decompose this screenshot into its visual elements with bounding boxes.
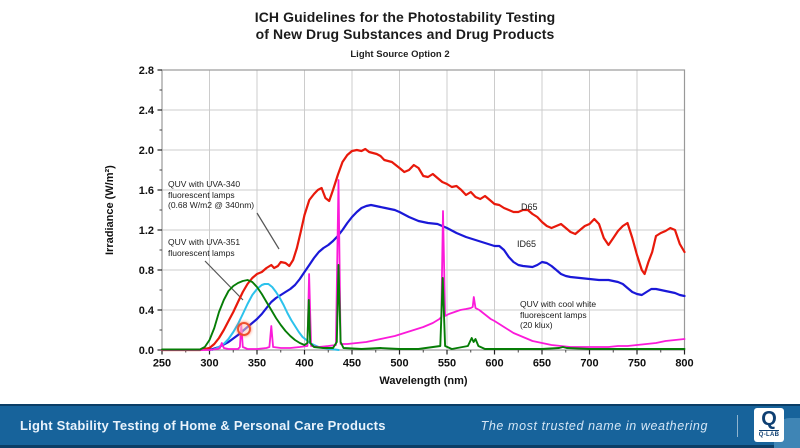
svg-text:1.6: 1.6	[139, 185, 154, 197]
svg-text:700: 700	[580, 358, 598, 370]
svg-text:400: 400	[295, 358, 313, 370]
svg-text:1.2: 1.2	[139, 225, 154, 237]
qlab-logo: Q Q-LAB	[754, 408, 784, 442]
svg-text:0.4: 0.4	[139, 305, 155, 317]
svg-text:250: 250	[153, 358, 171, 370]
title-line-1: ICH Guidelines for the Photostability Te…	[254, 9, 556, 25]
svg-text:350: 350	[248, 358, 266, 370]
svg-text:750: 750	[628, 358, 646, 370]
svg-text:2.8: 2.8	[139, 65, 154, 77]
svg-text:2.4: 2.4	[139, 105, 155, 117]
svg-text:450: 450	[343, 358, 361, 370]
footer-divider	[737, 415, 738, 437]
qlab-logo-text: Q-LAB	[758, 430, 780, 438]
svg-text:0.0: 0.0	[139, 345, 154, 357]
footer-left-text: Light Stability Testing of Home & Person…	[20, 418, 386, 433]
annotation-uva340: QUV with UVA-340 fluorescent lamps (0.68…	[168, 179, 255, 210]
q-icon: Q	[761, 408, 777, 430]
y-axis-label: Irradiance (W/m²)	[104, 165, 116, 255]
laser-pointer-dot	[237, 322, 251, 336]
annotation-uva351: QUV with UVA-351 fluorescent lamps	[168, 237, 241, 258]
page-title: ICH Guidelines for the Photostability Te…	[0, 9, 800, 43]
svg-text:550: 550	[438, 358, 456, 370]
footer-bar: Light Stability Testing of Home & Person…	[0, 404, 800, 448]
svg-text:2.0: 2.0	[139, 145, 154, 157]
annotation-cool-white: QUV with cool white fluorescent lamps (2…	[520, 299, 597, 330]
chart-title: Light Source Option 2	[350, 49, 450, 60]
x-axis-label: Wavelength (nm)	[379, 375, 468, 387]
title-line-2: of New Drug Substances and Drug Products	[255, 26, 555, 42]
svg-text:800: 800	[675, 358, 693, 370]
label-id65: ID65	[517, 239, 537, 249]
chart-svg: 250 300 350 400 450 500 550 600 650 700 750 800 0.0 0…	[139, 65, 694, 370]
svg-text:600: 600	[485, 358, 503, 370]
label-d65: D65	[521, 202, 538, 212]
svg-text:0.8: 0.8	[139, 265, 154, 277]
svg-text:300: 300	[200, 358, 218, 370]
footer-tagline: The most trusted name in weathering	[480, 419, 708, 433]
svg-text:650: 650	[533, 358, 551, 370]
svg-text:500: 500	[390, 358, 408, 370]
